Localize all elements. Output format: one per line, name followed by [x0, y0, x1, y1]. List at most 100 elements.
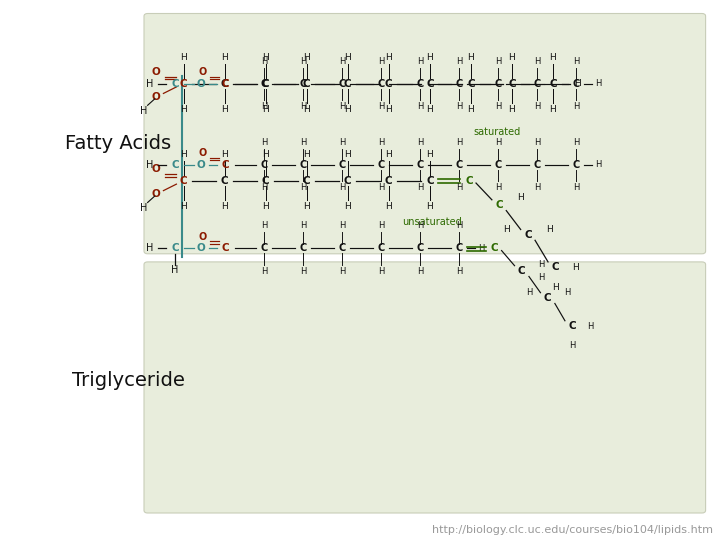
Text: C: C: [524, 230, 531, 240]
FancyBboxPatch shape: [144, 14, 706, 254]
Text: C: C: [222, 244, 229, 253]
Text: H: H: [517, 193, 524, 201]
Text: H: H: [262, 105, 269, 114]
Text: O: O: [152, 92, 161, 102]
Text: H: H: [221, 202, 228, 211]
Text: C: C: [303, 79, 310, 89]
Text: H: H: [549, 105, 557, 114]
Text: H: H: [508, 105, 516, 114]
Text: C: C: [378, 79, 385, 89]
Text: C: C: [426, 176, 433, 186]
Text: H: H: [385, 105, 392, 114]
Text: C: C: [465, 176, 472, 186]
Text: C: C: [261, 160, 268, 170]
Text: H: H: [538, 260, 544, 269]
Text: H: H: [534, 138, 541, 146]
Text: H: H: [417, 221, 423, 230]
Text: O: O: [197, 244, 205, 253]
Text: C: C: [303, 176, 310, 186]
Text: H: H: [378, 183, 384, 192]
Text: H: H: [262, 53, 269, 62]
Text: H: H: [467, 53, 474, 62]
Text: C: C: [180, 176, 187, 186]
Text: H: H: [417, 102, 423, 111]
Text: C: C: [456, 79, 463, 89]
Text: H: H: [456, 138, 462, 146]
Text: H: H: [526, 288, 533, 297]
Text: H: H: [426, 53, 433, 62]
Text: H: H: [261, 57, 268, 65]
Text: C: C: [338, 79, 346, 89]
Text: O: O: [152, 190, 161, 199]
Text: H: H: [221, 105, 228, 114]
Text: C: C: [344, 176, 351, 186]
Text: C: C: [338, 160, 346, 170]
Text: C: C: [518, 266, 526, 276]
Text: H: H: [495, 57, 501, 65]
Text: H: H: [595, 79, 601, 88]
Text: C: C: [417, 79, 424, 89]
Text: Triglyceride: Triglyceride: [72, 371, 185, 390]
Text: H: H: [180, 202, 187, 211]
Text: C: C: [456, 244, 463, 253]
Text: H: H: [564, 288, 570, 297]
Text: H: H: [303, 105, 310, 114]
Text: C: C: [508, 79, 516, 89]
Text: H: H: [534, 102, 541, 111]
Text: C: C: [180, 79, 187, 89]
Text: H: H: [221, 53, 228, 62]
Text: H: H: [573, 138, 580, 146]
Text: C: C: [261, 244, 268, 253]
Text: H: H: [385, 53, 392, 62]
Text: C: C: [572, 79, 580, 89]
Text: H: H: [495, 102, 501, 111]
Text: H: H: [573, 57, 580, 65]
Text: saturated: saturated: [473, 127, 521, 137]
Text: H: H: [146, 244, 153, 253]
Text: H: H: [344, 151, 351, 159]
Text: C: C: [262, 176, 269, 186]
Text: H: H: [378, 267, 384, 275]
Text: H: H: [146, 160, 153, 170]
Text: H: H: [300, 267, 307, 275]
Text: H: H: [261, 183, 268, 192]
Text: H: H: [339, 183, 346, 192]
Text: H: H: [573, 183, 580, 192]
Text: H: H: [344, 105, 351, 114]
Text: H: H: [417, 57, 423, 65]
Text: H: H: [378, 138, 384, 146]
Text: H: H: [261, 221, 268, 230]
FancyBboxPatch shape: [144, 262, 706, 513]
Text: C: C: [300, 244, 307, 253]
Text: H: H: [140, 203, 148, 213]
Text: H: H: [456, 183, 462, 192]
Text: O: O: [199, 148, 207, 158]
Text: H: H: [261, 102, 268, 111]
Text: H: H: [417, 267, 423, 275]
Text: C: C: [262, 79, 269, 89]
Text: H: H: [171, 265, 179, 275]
Text: H: H: [339, 57, 346, 65]
Text: O: O: [199, 232, 207, 241]
Text: H: H: [180, 53, 187, 62]
Text: C: C: [544, 293, 552, 303]
Text: H: H: [456, 267, 462, 275]
Text: C: C: [171, 160, 179, 170]
Text: H: H: [456, 57, 462, 65]
Text: H: H: [534, 57, 541, 65]
Text: H: H: [339, 267, 346, 275]
Text: C: C: [221, 79, 228, 89]
Text: H: H: [574, 79, 581, 88]
Text: C: C: [222, 79, 229, 89]
Text: C: C: [495, 200, 503, 210]
Text: H: H: [426, 105, 433, 114]
Text: H: H: [140, 106, 148, 116]
Text: H: H: [426, 202, 433, 211]
Text: C: C: [171, 244, 179, 253]
Text: H: H: [456, 102, 462, 111]
Text: H: H: [378, 102, 384, 111]
Text: C: C: [300, 79, 307, 89]
Text: H: H: [300, 57, 307, 65]
Text: C: C: [572, 160, 580, 170]
Text: H: H: [467, 105, 474, 114]
